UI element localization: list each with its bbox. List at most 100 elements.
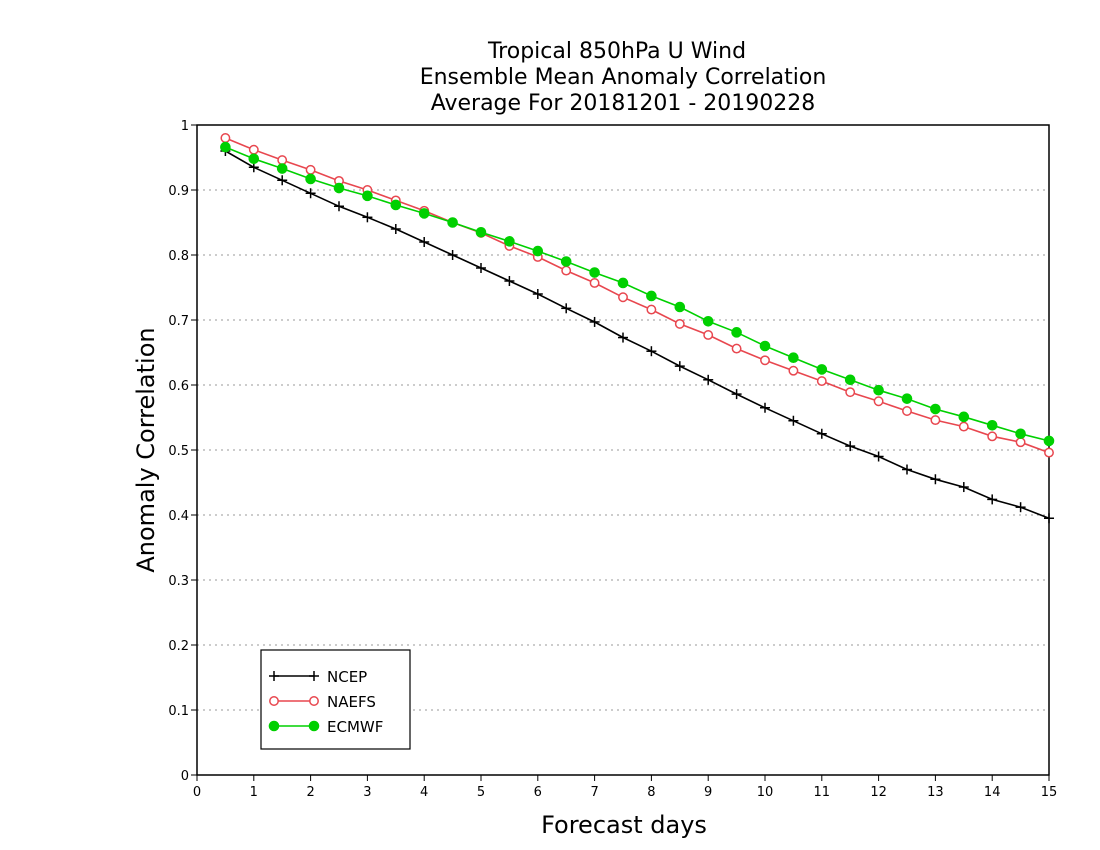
x-tick-label: 3: [363, 785, 371, 800]
legend-marker-ecmwf: [268, 720, 280, 732]
x-tick-label: 6: [534, 785, 542, 800]
ecmwf-point: [305, 173, 316, 185]
axis-ticks: 00.10.20.30.40.50.60.70.80.910 1 2 3 4 5 6 7 8 9 1…: [168, 119, 1057, 800]
naefs-point: [873, 396, 884, 407]
ecmwf-point: [958, 411, 970, 423]
y-tick-label: 0.3: [168, 574, 189, 589]
chart-title: Tropical 850hPa U Wind Ensemble Mean Ano…: [420, 39, 827, 116]
ecmwf-point: [731, 327, 742, 338]
ncep-point: [873, 451, 884, 462]
legend-box: [260, 649, 411, 750]
ncep-point: [930, 474, 941, 485]
naefs-point: [561, 265, 572, 276]
series-ecmwf: [220, 141, 1055, 447]
legend-marker-ncep: [269, 671, 279, 681]
x-tick-label: 8: [647, 785, 655, 800]
ncep-point: [703, 374, 714, 385]
naefs-point: [1044, 447, 1054, 458]
y-tick-label: 0.5: [168, 444, 189, 459]
series-layer: [220, 133, 1055, 524]
x-tick-label: 1: [250, 785, 258, 800]
legend-marker-ecmwf: [308, 720, 320, 732]
y-tick-label: 0.2: [168, 639, 189, 654]
ecmwf-point: [674, 301, 686, 313]
ncep-point: [1044, 513, 1054, 524]
naefs-point: [220, 133, 231, 143]
ncep-point: [1015, 502, 1026, 513]
ecmwf-point: [475, 226, 487, 238]
ncep-point: [618, 332, 628, 343]
ncep-point: [987, 494, 998, 505]
legend-marker-ncep: [309, 671, 319, 681]
ecmwf-point: [788, 352, 799, 364]
naefs-point: [845, 387, 856, 398]
x-tick-label: 2: [306, 785, 314, 800]
naefs-point: [930, 415, 941, 426]
ncep-point: [816, 428, 827, 439]
ncep-point: [447, 250, 458, 260]
ecmwf-point: [418, 208, 430, 219]
y-tick-label: 0.9: [168, 184, 189, 199]
naefs-point: [902, 406, 912, 416]
series-ncep: [220, 146, 1054, 524]
ecmwf-point: [702, 316, 714, 327]
ncep-point: [731, 389, 742, 400]
x-tick-label: 5: [477, 785, 485, 800]
ncep-point: [305, 188, 316, 199]
ecmwf-point: [930, 403, 941, 415]
ecmwf-point: [333, 182, 345, 194]
naefs-point: [1015, 437, 1026, 448]
legend-label-naefs: NAEFS: [327, 693, 376, 711]
ecmwf-point: [1043, 435, 1055, 447]
ncep-point: [760, 402, 770, 413]
ncep-point: [362, 212, 373, 223]
ecmwf-point: [901, 393, 913, 404]
naefs-point: [618, 292, 628, 303]
ncep-point: [646, 346, 657, 357]
ecmwf-point: [532, 245, 544, 257]
x-axis-label: Forecast days: [541, 811, 707, 839]
ecmwf-line: [225, 146, 1050, 442]
y-tick-label: 1: [181, 119, 189, 134]
y-tick-label: 0.8: [168, 249, 189, 264]
ncep-point: [504, 276, 515, 286]
legend-item-naefs: NAEFS: [269, 693, 376, 711]
x-tick-label: 0: [193, 785, 201, 800]
legend-label-ncep: NCEP: [327, 668, 367, 686]
ecmwf-point: [276, 163, 288, 174]
x-tick-label: 12: [870, 785, 887, 800]
ncep-point: [788, 415, 799, 426]
legend-item-ecmwf: ECMWF: [268, 718, 383, 736]
x-tick-label: 11: [814, 785, 831, 800]
ecmwf-point: [248, 153, 260, 165]
x-tick-label: 10: [757, 785, 774, 800]
ecmwf-point: [504, 236, 515, 247]
ncep-point: [845, 441, 856, 452]
ecmwf-point: [447, 217, 458, 228]
ecmwf-point: [844, 374, 856, 386]
naefs-point: [674, 318, 685, 329]
ecmwf-point: [816, 364, 828, 375]
ncep-point: [561, 303, 572, 314]
ncep-point: [334, 201, 344, 212]
naefs-point: [731, 343, 742, 354]
ncep-point: [674, 361, 685, 372]
naefs-point: [987, 431, 998, 442]
ncep-point: [277, 175, 288, 186]
y-tick-label: 0.6: [168, 379, 189, 394]
ncep-point: [958, 482, 969, 493]
ncep-point: [902, 464, 912, 475]
y-axis-label: Anomaly Correlation: [132, 327, 160, 572]
ecmwf-point: [873, 384, 884, 396]
ecmwf-point: [646, 290, 657, 302]
ncep-point: [476, 263, 486, 273]
ncep-point: [390, 224, 401, 234]
naefs-point: [788, 365, 799, 376]
x-tick-label: 14: [984, 785, 1001, 800]
legend-item-ncep: NCEP: [269, 668, 367, 686]
x-tick-label: 15: [1041, 785, 1058, 800]
title-line-3: Average For 20181201 - 20190228: [431, 91, 816, 116]
naefs-point: [760, 355, 770, 366]
legend-marker-naefs: [309, 696, 319, 706]
